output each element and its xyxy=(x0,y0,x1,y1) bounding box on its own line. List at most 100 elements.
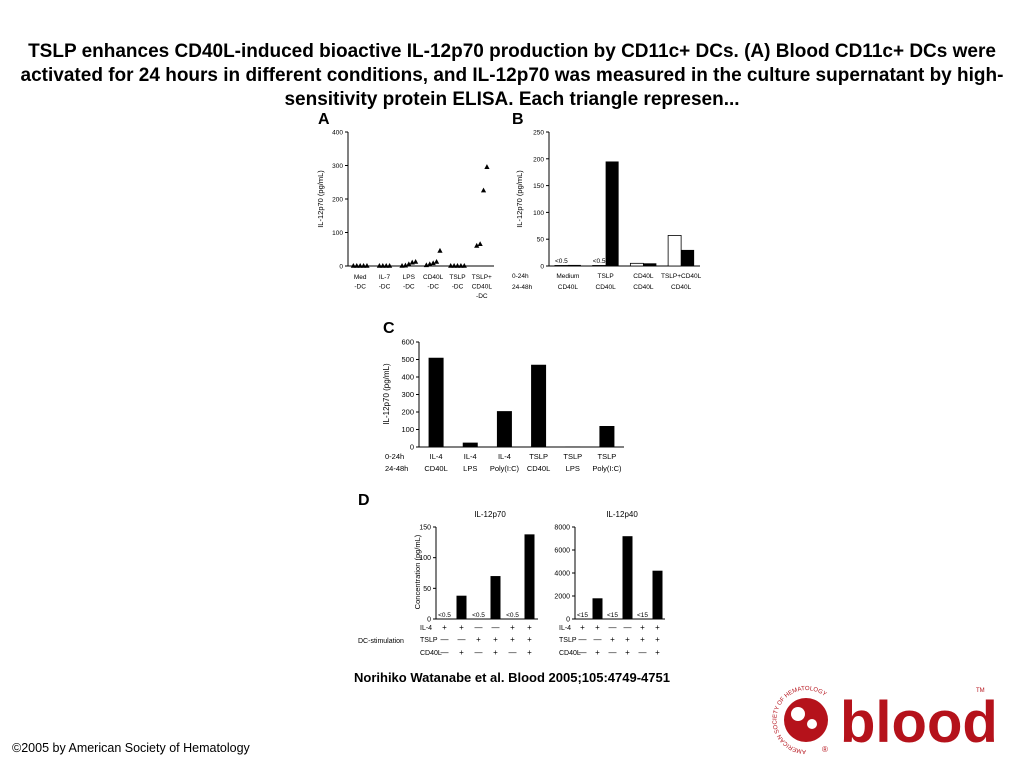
condition-symbol: + xyxy=(655,648,660,657)
condition-row-label: IL-4 xyxy=(559,625,571,632)
bar xyxy=(531,364,547,447)
blood-logo: AMERICAN SOCIETY OF HEMATOLOGY blood TM … xyxy=(772,686,994,755)
condition-symbol: — xyxy=(441,635,449,644)
bar-filled xyxy=(681,249,695,266)
bar xyxy=(428,357,444,447)
category-label: IL-4 xyxy=(498,452,511,461)
data-point xyxy=(461,263,467,268)
y-axis-label: IL-12p70 (pg/mL) xyxy=(382,363,391,425)
bar xyxy=(490,576,501,619)
bar xyxy=(599,426,615,447)
condition-symbol: + xyxy=(640,635,645,644)
row-label: 0-24h xyxy=(385,452,404,461)
y-axis-label: IL-12p70 (pg/mL) xyxy=(316,170,325,228)
y-tick-label: 500 xyxy=(401,355,414,364)
condition-symbol: + xyxy=(655,623,660,632)
category-label: -DC xyxy=(403,284,415,291)
bar-filled xyxy=(605,161,619,266)
category-label: LPS xyxy=(566,464,580,473)
category-label: LPS xyxy=(403,274,416,281)
data-point xyxy=(451,263,457,268)
bar xyxy=(524,534,535,619)
row-label: 24-48h xyxy=(385,464,408,473)
category-label: Medium xyxy=(556,273,579,280)
category-label: TSLP xyxy=(529,452,548,461)
condition-symbol: + xyxy=(442,623,447,632)
condition-symbol: + xyxy=(459,623,464,632)
condition-row-label: TSLP xyxy=(559,637,577,644)
value-label: <0.5 xyxy=(472,612,485,619)
stimulation-label: DC-stimulation xyxy=(358,638,404,645)
condition-symbol: — xyxy=(475,648,483,657)
y-tick-label: 600 xyxy=(401,338,414,347)
condition-symbol: — xyxy=(441,648,449,657)
y-tick-label: 200 xyxy=(533,156,544,163)
condition-symbol: + xyxy=(655,635,660,644)
slide-title: TSLP enhances CD40L-induced bioactive IL… xyxy=(20,41,1004,110)
category-label: CD40L xyxy=(633,273,654,280)
data-point xyxy=(433,258,440,264)
category-label: Poly(I:C) xyxy=(592,464,622,473)
panel-b: B 0 50 100 150 200 250 IL-12p70 (pg/mL) 0-24h 24-… xyxy=(512,111,702,291)
condition-symbol: + xyxy=(527,635,532,644)
value-label: <0.5 xyxy=(506,612,519,619)
y-tick-label: 300 xyxy=(332,163,343,170)
copyright: ©2005 by American Society of Hematology xyxy=(12,741,250,755)
y-tick-label: 150 xyxy=(533,183,544,190)
value-label: <15 xyxy=(577,612,588,619)
panel-a: A 0 100 200 300 400 IL-12p70 (pg/mL) Med -DC IL-7… xyxy=(316,111,494,300)
y-tick-label: 0 xyxy=(540,264,544,271)
data-point xyxy=(406,261,412,267)
row-label: 24-48h xyxy=(512,284,533,291)
category-label: CD40L xyxy=(423,274,444,281)
bar xyxy=(565,446,581,447)
logo-word: blood xyxy=(840,690,994,755)
condition-symbol: + xyxy=(459,648,464,657)
condition-symbol: — xyxy=(609,648,617,657)
bar xyxy=(456,595,467,619)
y-tick-label: 0 xyxy=(339,264,343,271)
category-label: TSLP xyxy=(598,452,617,461)
condition-row-label: CD40L xyxy=(420,650,442,657)
data-point xyxy=(458,263,464,268)
bar-open xyxy=(629,262,644,267)
y-tick-label: 100 xyxy=(419,555,431,562)
subplot-title: IL-12p70 xyxy=(474,510,506,519)
data-point xyxy=(430,260,436,266)
condition-symbol: — xyxy=(458,635,466,644)
bar xyxy=(496,411,512,447)
value-label: <0.5 xyxy=(555,258,568,265)
data-point xyxy=(360,263,367,268)
category-label: IL-4 xyxy=(430,452,443,461)
category-label: CD40L xyxy=(527,464,550,473)
subplot-title: IL-12p40 xyxy=(606,510,638,519)
data-point xyxy=(383,263,389,268)
y-tick-label: 250 xyxy=(533,130,544,137)
condition-symbol: — xyxy=(579,648,587,657)
panel-letter: D xyxy=(358,492,370,509)
y-tick-label: 200 xyxy=(332,197,343,204)
data-point xyxy=(477,241,483,247)
category-label: CD40L xyxy=(472,284,493,291)
bar xyxy=(622,536,633,619)
y-tick-label: 0 xyxy=(427,617,431,624)
category-label: LPS xyxy=(463,464,477,473)
value-label: <15 xyxy=(607,612,618,619)
data-point xyxy=(484,164,490,169)
data-point xyxy=(380,263,386,268)
category-label: CD40L xyxy=(558,284,579,291)
condition-symbol: — xyxy=(609,623,617,632)
y-tick-label: 150 xyxy=(419,525,431,532)
condition-symbol: + xyxy=(595,648,600,657)
bar-filled xyxy=(567,264,581,266)
bar xyxy=(592,598,603,619)
condition-symbol: — xyxy=(639,648,647,657)
condition-symbol: + xyxy=(476,635,481,644)
logo-registered: ® xyxy=(822,745,828,754)
condition-symbol: — xyxy=(509,648,517,657)
data-point xyxy=(474,242,480,248)
condition-symbol: + xyxy=(527,623,532,632)
condition-symbol: + xyxy=(493,648,498,657)
condition-row-label: IL-4 xyxy=(420,625,432,632)
